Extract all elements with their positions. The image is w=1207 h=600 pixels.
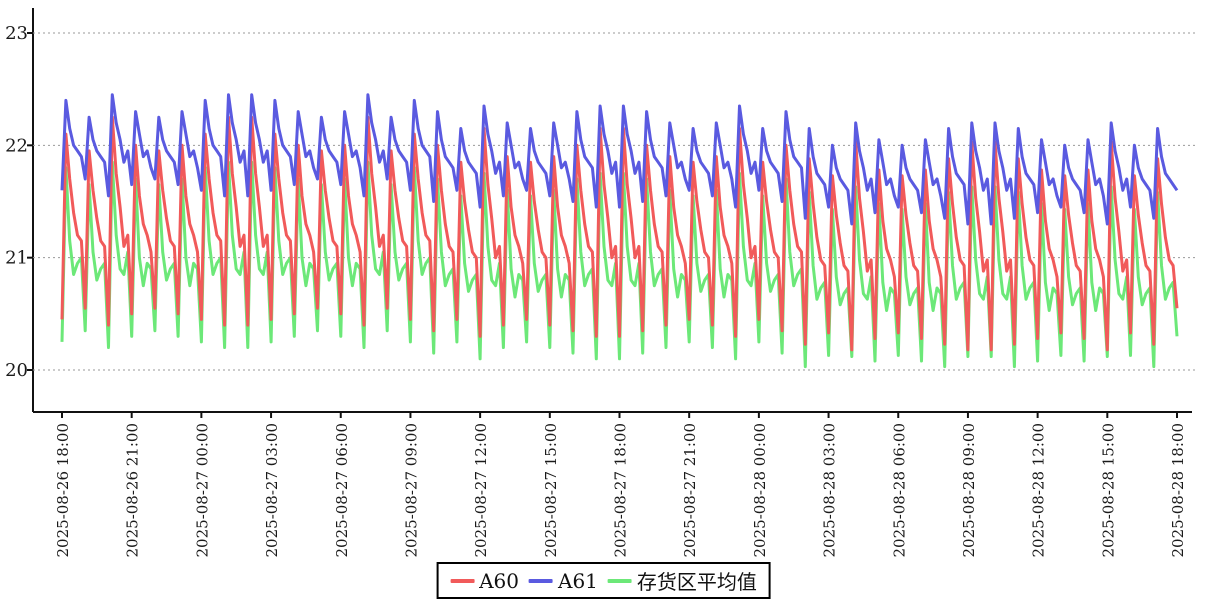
x-tick-label: 2025-08-28 00:00 <box>751 423 769 557</box>
x-tick-label: 2025-08-28 15:00 <box>1099 423 1117 557</box>
x-tick-label: 2025-08-27 03:00 <box>263 423 281 557</box>
legend: A60 A61 存货区平均值 <box>436 562 771 599</box>
y-tick-label: 23 <box>5 23 28 44</box>
series-line-a60 <box>60 115 1179 352</box>
y-tick-label: 21 <box>5 248 28 269</box>
x-tick-label: 2025-08-27 06:00 <box>333 423 351 557</box>
x-tick-label: 2025-08-27 15:00 <box>542 423 560 557</box>
x-tick-label: 2025-08-27 21:00 <box>681 423 699 557</box>
x-tick-label: 2025-08-28 12:00 <box>1030 423 1048 557</box>
x-tick-label: 2025-08-27 00:00 <box>193 423 211 557</box>
x-tick-label: 2025-08-28 09:00 <box>960 423 978 557</box>
legend-item-avg: 存货区平均值 <box>607 566 757 595</box>
x-tick-label: 2025-08-26 18:00 <box>54 423 72 557</box>
legend-label-avg: 存货区平均值 <box>636 570 757 594</box>
legend-label-a60: A60 <box>479 568 519 593</box>
legend-swatch-a61 <box>529 578 553 583</box>
legend-label-a61: A61 <box>558 568 598 593</box>
y-tick-label: 20 <box>5 360 28 381</box>
legend-item-a60: A60 <box>450 569 519 593</box>
series-line-avg <box>60 160 1179 369</box>
x-tick-label: 2025-08-27 12:00 <box>472 423 490 557</box>
x-tick-label: 2025-08-26 21:00 <box>124 423 142 557</box>
legend-swatch-avg <box>607 578 632 583</box>
y-tick-label: 22 <box>5 135 28 156</box>
x-tick-label: 2025-08-28 03:00 <box>821 423 839 557</box>
series-line-a61 <box>60 93 1179 226</box>
x-tick-label: 2025-08-27 09:00 <box>402 423 420 557</box>
x-tick-label: 2025-08-28 06:00 <box>890 423 908 557</box>
x-tick-label: 2025-08-27 18:00 <box>612 423 630 557</box>
legend-swatch-a60 <box>450 578 475 583</box>
x-tick-label: 2025-08-28 18:00 <box>1169 423 1187 557</box>
legend-item-a61: A61 <box>529 569 598 593</box>
